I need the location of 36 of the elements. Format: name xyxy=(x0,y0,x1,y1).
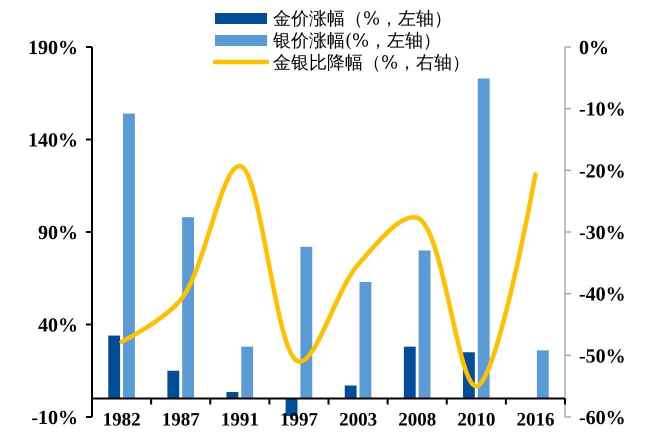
x-tick-label: 1991 xyxy=(220,410,259,430)
y2-tick-label: -20% xyxy=(579,160,626,182)
y-tick-label: 190% xyxy=(28,37,78,59)
y2-tick-label: -30% xyxy=(579,222,626,244)
x-tick-label: 2010 xyxy=(457,410,496,430)
y-tick-label: -10% xyxy=(31,407,78,429)
bar xyxy=(418,250,430,398)
x-tick-label: 2008 xyxy=(398,410,436,430)
x-tick-label: 1987 xyxy=(162,410,200,430)
y2-tick-label: -50% xyxy=(579,345,626,368)
bar xyxy=(404,346,416,398)
bar xyxy=(182,217,194,398)
y2-tick-label: -40% xyxy=(579,284,626,306)
line-series xyxy=(119,164,538,388)
y2-tick-label: 0% xyxy=(579,37,609,59)
bar xyxy=(108,336,120,398)
y-tick-label: 140% xyxy=(28,130,78,152)
y2-tick-label: -10% xyxy=(579,98,626,121)
bar xyxy=(167,370,180,398)
y-tick-label: 40% xyxy=(38,314,78,336)
legend-label: 银价涨幅(%，左轴） xyxy=(272,30,442,52)
legend-label: 金价涨幅（%，左轴） xyxy=(273,8,452,30)
bar xyxy=(123,114,135,398)
legend-label: 金银比降幅（%，右轴） xyxy=(273,52,470,74)
x-tick-label: 2003 xyxy=(339,410,378,430)
bar xyxy=(536,350,549,398)
bar xyxy=(360,282,372,398)
bar xyxy=(344,386,357,398)
y-tick-label: 90% xyxy=(38,222,78,244)
x-tick-label: 1997 xyxy=(280,410,318,430)
bar xyxy=(478,78,490,398)
x-tick-label: 1982 xyxy=(102,410,141,430)
bar xyxy=(241,346,254,398)
bar xyxy=(300,246,312,398)
x-tick-label: 2016 xyxy=(516,410,554,430)
y2-tick-label: -60% xyxy=(579,407,626,429)
